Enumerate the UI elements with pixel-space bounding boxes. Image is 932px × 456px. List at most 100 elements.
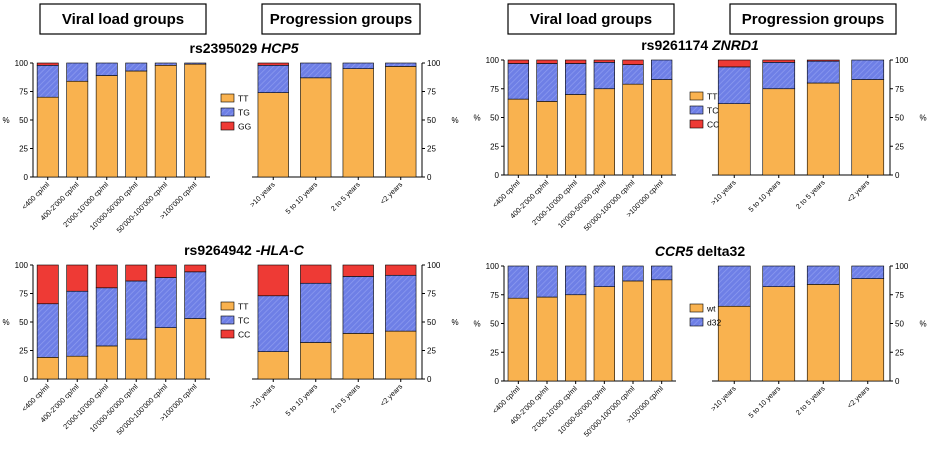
viral-bar-tt-1 <box>36 357 59 380</box>
viral-bar-tg-4 <box>125 62 148 72</box>
y-tick-label-right: 75 <box>895 291 904 300</box>
chart-title-prefix: rs9264942 - <box>184 242 261 258</box>
chart-title: rs9261174 ZNRD1 <box>641 37 759 53</box>
y-axis-label-right: % <box>451 116 458 125</box>
progression-bar-d32-4 <box>851 265 885 279</box>
viral-bar-gg-1 <box>36 62 59 66</box>
legend-swatch-wt <box>689 303 704 313</box>
viral-bar-wt-5 <box>622 280 644 382</box>
chart-title: CCR5 delta32 <box>655 243 745 259</box>
viral-bar-tc-6 <box>184 271 207 319</box>
viral-bar-tt-6 <box>651 79 673 176</box>
viral-bar-wt-4 <box>593 286 615 382</box>
legend-label-tt: TT <box>238 302 248 312</box>
legend-label-cc: CC <box>707 120 719 130</box>
progression-bar-d32-2 <box>762 265 796 288</box>
progression-category-label: >10 years <box>248 382 277 411</box>
viral-bar-tc-2 <box>66 290 89 357</box>
progression-bar-tc-4 <box>385 274 417 332</box>
progression-category-label: <2 years <box>378 382 404 408</box>
group-header-progression-right-text: Progression groups <box>742 11 885 28</box>
y-tick-label-right: 25 <box>427 145 436 154</box>
y-axis-label-right: % <box>451 318 458 327</box>
progression-category-label: 5 to 10 years <box>283 382 319 418</box>
y-tick-label-right: 100 <box>427 59 441 68</box>
group-header-viral-left: Viral load groups <box>39 3 207 35</box>
viral-bar-tt-6 <box>184 63 207 178</box>
y-tick-label-left: 0 <box>495 377 500 386</box>
progression-bar-d32-1 <box>717 265 751 307</box>
viral-bar-cc-2 <box>536 59 558 64</box>
viral-bar-wt-3 <box>565 294 587 382</box>
group-header-progression-left: Progression groups <box>261 3 421 35</box>
progression-bar-tt-1 <box>257 92 289 178</box>
legend-swatch-gg <box>220 121 235 131</box>
viral-bar-tt-2 <box>66 80 89 178</box>
viral-bar-cc-5 <box>154 264 177 278</box>
progression-bar-tc-2 <box>300 282 332 343</box>
y-tick-label-right: 100 <box>427 261 441 270</box>
viral-bar-tc-1 <box>36 303 59 358</box>
y-tick-label-left: 50 <box>490 320 499 329</box>
progression-category-label: >10 years <box>709 178 738 207</box>
viral-category-label: 10'000-50'000 cp/ml <box>556 178 608 230</box>
legend-swatch-cc <box>689 119 704 129</box>
y-tick-label-left: 75 <box>19 88 28 97</box>
y-tick-label-left: 25 <box>19 145 28 154</box>
viral-category-label: 50'000-100'000 cp/ml <box>582 384 637 439</box>
progression-bar-tc-1 <box>257 295 289 352</box>
viral-bar-tc-3 <box>95 287 118 347</box>
progression-bar-gg-1 <box>257 62 289 66</box>
progression-bar-cc-3 <box>806 59 840 62</box>
legend-swatch-tg <box>220 107 235 117</box>
viral-bar-tt-2 <box>536 101 558 176</box>
progression-category-label: 2 to 5 years <box>329 382 362 415</box>
legend-swatch-tt <box>220 301 235 311</box>
y-tick-label-left: 100 <box>15 59 29 68</box>
chart-title-gene: CCR5 <box>655 243 693 259</box>
y-tick-label-right: 0 <box>895 171 900 180</box>
progression-category-label: <2 years <box>845 178 871 204</box>
progression-bar-tg-4 <box>385 62 417 67</box>
y-tick-label-right: 50 <box>427 318 436 327</box>
viral-bar-tc-6 <box>651 59 673 80</box>
y-tick-label-left: 0 <box>495 171 500 180</box>
viral-bar-tt-1 <box>36 96 59 178</box>
y-tick-label-right: 100 <box>895 56 909 65</box>
progression-bar-tg-2 <box>300 62 332 79</box>
legend-swatch-cc <box>220 329 235 339</box>
legend-label-d32: d32 <box>707 318 721 328</box>
y-axis-label-right: % <box>919 320 926 329</box>
legend-swatch-tt <box>220 93 235 103</box>
progression-bar-cc-4 <box>385 264 417 276</box>
viral-bar-tt-5 <box>622 83 644 176</box>
y-tick-label-left: 75 <box>19 290 28 299</box>
viral-bar-tt-4 <box>593 88 615 176</box>
group-header-viral-right-text: Viral load groups <box>530 11 652 28</box>
y-axis-label-right: % <box>919 114 926 123</box>
progression-bar-tt-1 <box>717 103 751 176</box>
viral-bar-tt-1 <box>507 98 529 176</box>
y-tick-label-right: 50 <box>895 114 904 123</box>
progression-bar-tt-3 <box>342 68 374 178</box>
progression-bar-cc-3 <box>342 264 374 277</box>
group-header-viral-right: Viral load groups <box>507 3 675 35</box>
y-tick-label-left: 75 <box>490 291 499 300</box>
viral-category-label: 50'000-100'000 cp/ml <box>582 178 637 233</box>
y-tick-label-right: 0 <box>895 377 900 386</box>
progression-bar-tt-3 <box>806 82 840 176</box>
progression-category-label: 2 to 5 years <box>794 178 827 211</box>
y-tick-label-left: 50 <box>490 114 499 123</box>
progression-category-label: 5 to 10 years <box>746 384 782 420</box>
viral-bar-tg-3 <box>95 62 118 76</box>
y-tick-label-left: 100 <box>15 261 29 270</box>
progression-bar-tg-1 <box>257 64 289 93</box>
viral-bar-cc-1 <box>36 264 59 305</box>
chart-title-suffix: delta32 <box>693 243 745 259</box>
y-axis-label-left: % <box>2 116 9 125</box>
viral-bar-tt-3 <box>95 75 118 178</box>
progression-bar-tc-3 <box>806 60 840 84</box>
y-tick-label-left: 0 <box>24 375 29 384</box>
viral-bar-d32-5 <box>622 265 644 282</box>
